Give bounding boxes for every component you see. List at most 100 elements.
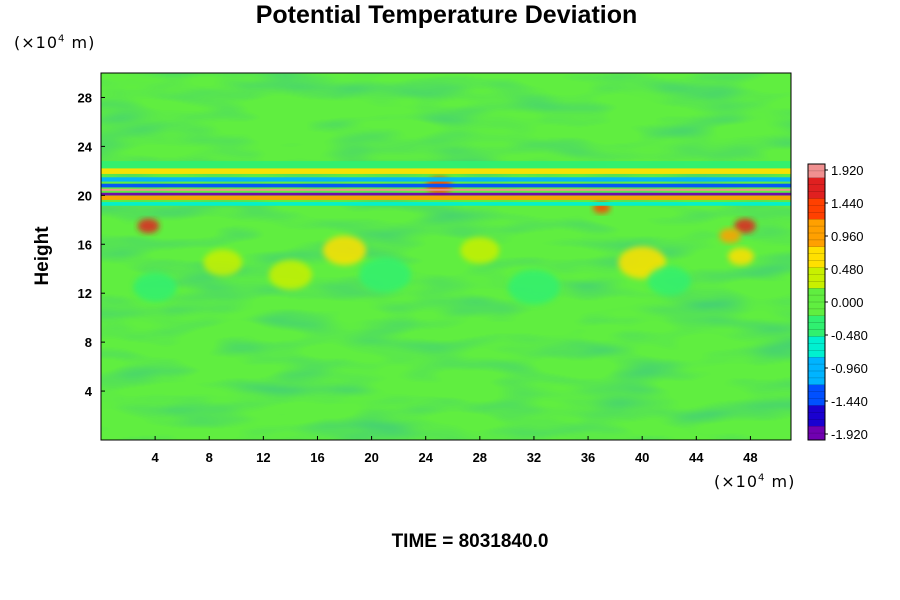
colorbar-cell xyxy=(808,212,825,220)
field-band xyxy=(101,188,791,191)
y-tick-label: 20 xyxy=(78,188,92,203)
x-tick-label: 20 xyxy=(364,450,378,465)
colorbar-tick-label: 1.440 xyxy=(831,196,864,211)
colorbar-cell xyxy=(808,336,825,344)
time-label: TIME = 8031840.0 xyxy=(391,531,549,552)
y-unit-suffix: m) xyxy=(65,33,96,52)
plot-frame xyxy=(100,72,792,441)
field-band xyxy=(101,202,791,206)
field-feature xyxy=(203,249,243,276)
x-axis-unit: (×104 m) xyxy=(714,472,795,491)
colorbar-labels: 1.920 1.440 0.960 0.480 0.000 -0.480 -0.960 -1.… xyxy=(825,163,868,442)
colorbar-cell xyxy=(808,302,825,310)
field-feature xyxy=(133,272,177,302)
x-tick-label: 36 xyxy=(581,450,595,465)
x-unit-suffix: m) xyxy=(765,472,796,491)
field-feature xyxy=(359,257,412,293)
colorbar-cell xyxy=(808,184,825,192)
colorbar-tick-label: 1.920 xyxy=(831,163,864,178)
colorbar-cell xyxy=(808,295,825,303)
colorbar-tick-label: 0.480 xyxy=(831,262,864,277)
y-tick-label: 8 xyxy=(85,335,92,350)
field-band xyxy=(101,195,791,200)
colorbar-cell xyxy=(808,288,825,296)
colorbar-tick-label: 0.000 xyxy=(831,295,864,310)
colorbar-cell xyxy=(808,426,825,434)
x-tick-label: 44 xyxy=(689,450,704,465)
colorbar-cell xyxy=(808,371,825,379)
colorbar-cell xyxy=(808,191,825,199)
x-tick-label: 8 xyxy=(206,450,213,465)
field-feature xyxy=(719,228,741,244)
x-tick-label: 24 xyxy=(418,450,433,465)
x-tick-label: 40 xyxy=(635,450,649,465)
field-band xyxy=(101,167,791,174)
temperature-field xyxy=(101,73,791,440)
colorbar-cell xyxy=(808,384,825,393)
field-band xyxy=(101,161,791,169)
colorbar-cell xyxy=(808,364,825,372)
colorbar-tick-label: -0.960 xyxy=(831,361,868,376)
x-unit-exponent: 4 xyxy=(758,472,766,484)
field-band xyxy=(101,192,791,196)
colorbar-tick-label: 0.960 xyxy=(831,229,864,244)
colorbar-cell xyxy=(808,412,825,420)
colorbar-tick-label: -0.480 xyxy=(831,328,868,343)
field-feature xyxy=(460,237,500,264)
colorbar-cell xyxy=(808,205,825,213)
colorbar-cell xyxy=(808,170,825,179)
colorbar-cell xyxy=(808,177,825,186)
x-tick-label: 12 xyxy=(256,450,270,465)
chart-title: Potential Temperature Deviation xyxy=(255,1,638,29)
colorbar-cell xyxy=(808,329,825,337)
colorbar-cell xyxy=(808,322,825,330)
field-feature xyxy=(322,235,367,266)
y-tick-label: 28 xyxy=(78,90,92,105)
colorbar: 1.920 1.440 0.960 0.480 0.000 -0.480 -0.960 -1.… xyxy=(807,163,868,442)
colorbar-cell xyxy=(808,433,825,441)
field-feature xyxy=(507,269,560,305)
colorbar-cell xyxy=(808,274,825,282)
x-tick-label: 32 xyxy=(527,450,541,465)
colorbar-cell xyxy=(808,219,825,227)
x-axis-ticks: 4 8 12 16 20 24 28 32 36 40 44 48 xyxy=(152,436,758,465)
x-tick-label: 4 xyxy=(152,450,160,465)
y-axis-unit: (×104 m) xyxy=(14,33,95,52)
y-tick-label: 12 xyxy=(78,286,92,301)
colorbar-cell xyxy=(808,315,825,324)
colorbar-cell xyxy=(808,260,825,268)
colorbar-cell xyxy=(808,357,825,365)
colorbar-cell xyxy=(808,398,825,406)
colorbar-tick-label: -1.440 xyxy=(831,394,868,409)
field-texture xyxy=(101,73,791,440)
colorbar-cell xyxy=(808,239,825,248)
colorbar-cell xyxy=(808,246,825,255)
colorbar-cell xyxy=(808,253,825,261)
colorbar-cell xyxy=(808,343,825,351)
colorbar-cell xyxy=(808,419,825,427)
colorbar-cell xyxy=(808,391,825,399)
y-tick-label: 4 xyxy=(85,384,93,399)
field-feature xyxy=(727,247,754,266)
colorbar-cell xyxy=(808,350,825,358)
field-band xyxy=(101,177,791,182)
x-tick-label: 48 xyxy=(743,450,757,465)
colorbar-cell xyxy=(808,198,825,206)
x-tick-label: 16 xyxy=(310,450,324,465)
colorbar-tick-label: -1.920 xyxy=(831,427,868,442)
colorbar-cell xyxy=(808,233,825,241)
y-unit-exponent: 4 xyxy=(58,33,66,45)
y-tick-label: 24 xyxy=(78,139,93,154)
colorbar-cell xyxy=(808,377,825,386)
field-feature xyxy=(268,260,313,290)
x-tick-label: 28 xyxy=(473,450,487,465)
y-axis-ticks: 4 8 12 16 20 24 28 xyxy=(78,90,105,399)
colorbar-cell xyxy=(808,226,825,234)
x-unit-prefix: (×10 xyxy=(714,472,759,491)
y-unit-prefix: (×10 xyxy=(14,33,59,52)
field-feature xyxy=(647,266,691,296)
colorbar-cell xyxy=(808,267,825,275)
colorbar-cell xyxy=(808,164,825,172)
field-feature xyxy=(137,218,160,234)
